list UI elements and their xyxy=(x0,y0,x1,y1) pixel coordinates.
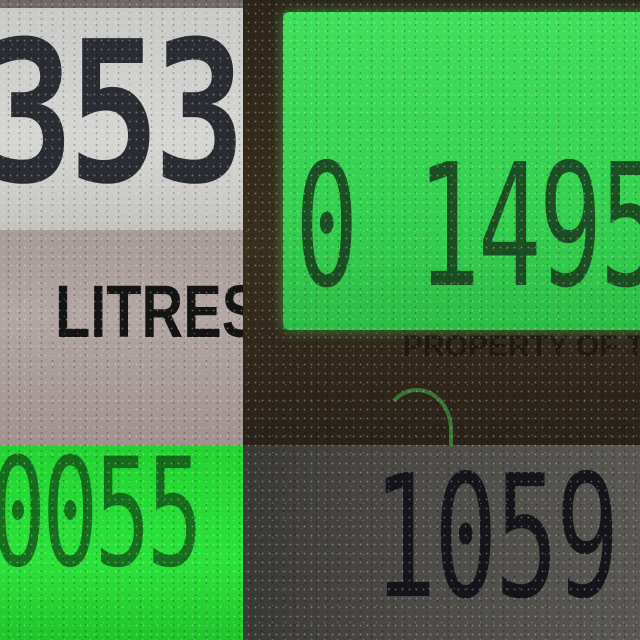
lcd-digits: 1059. xyxy=(373,445,640,637)
green-lcd-meter-tile: 0 14958 PROPERTY OF TA xyxy=(243,0,640,445)
lcd-frame xyxy=(0,0,243,10)
fuel-meter-litres-tile: 353. LITRES xyxy=(0,0,243,445)
meter-panel xyxy=(0,230,243,445)
bright-green-lcd-tile: 0055 xyxy=(0,445,243,640)
lcd-digits: 353. xyxy=(0,0,243,228)
dial-arc xyxy=(381,388,453,445)
grey-lcd-tile: 1059. xyxy=(243,445,640,640)
unit-label: LITRES xyxy=(55,270,243,353)
lcd-digits: 0055 xyxy=(0,445,203,601)
panel-text: PROPERTY OF TA xyxy=(403,330,640,363)
lcd-screen xyxy=(283,12,640,330)
lcd-screen xyxy=(0,8,243,230)
lcd-digits: 0 14958 xyxy=(295,128,640,326)
